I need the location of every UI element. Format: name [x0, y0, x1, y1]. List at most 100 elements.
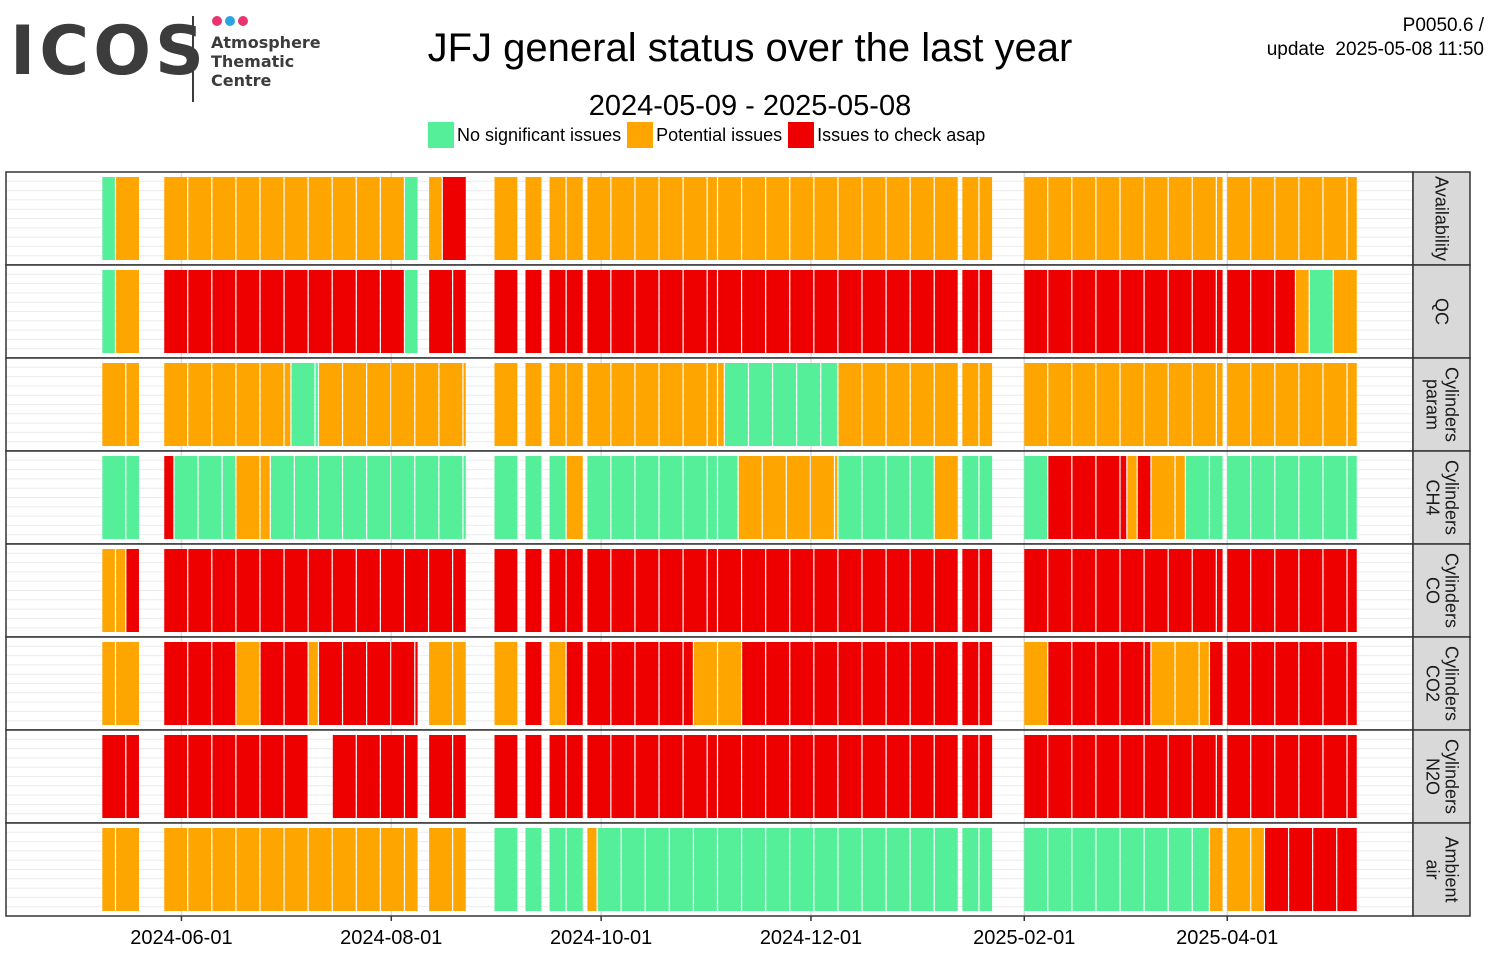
status-cell [862, 270, 886, 353]
status-cell [1072, 456, 1096, 539]
status-cell [102, 828, 115, 911]
status-cell [1192, 177, 1216, 260]
facet-strip-label: Ambientair [1423, 836, 1462, 902]
status-cell [1144, 735, 1168, 818]
status-cell [979, 177, 993, 260]
status-cell [1024, 642, 1048, 725]
status-cell [566, 177, 583, 260]
status-cell [380, 828, 404, 911]
status-cell [597, 828, 621, 911]
status-cell [766, 549, 790, 632]
logo-subtitle: Atmosphere Thematic Centre [211, 33, 321, 90]
status-cell [934, 363, 958, 446]
status-cell [979, 735, 993, 818]
status-cell [707, 177, 717, 260]
status-cell [380, 177, 404, 260]
status-cell [587, 828, 597, 911]
status-cell [1192, 363, 1216, 446]
status-cell [611, 270, 635, 353]
status-cell [405, 270, 418, 353]
status-cell [116, 549, 126, 632]
status-cell [962, 456, 979, 539]
status-cell [790, 735, 814, 818]
status-cell [429, 735, 453, 818]
status-cell [838, 735, 862, 818]
status-cell [463, 456, 466, 539]
status-cell [1048, 177, 1072, 260]
status-cell [1144, 828, 1168, 911]
facet-strip-label: QC [1432, 298, 1452, 325]
status-cell [1299, 456, 1323, 539]
facet-strip-label: CylindersN2O [1423, 739, 1462, 814]
status-cell [1299, 735, 1323, 818]
status-cell [494, 363, 518, 446]
status-cell [566, 549, 583, 632]
status-cell [683, 642, 693, 725]
status-cell [1144, 549, 1168, 632]
status-cell [910, 177, 934, 260]
status-cell [1168, 549, 1192, 632]
status-cell [683, 549, 707, 632]
status-cell [1024, 177, 1048, 260]
status-cell [308, 828, 332, 911]
status-cell [453, 549, 466, 632]
status-cell [862, 177, 886, 260]
status-cell [367, 642, 391, 725]
status-cell [621, 828, 645, 911]
facet-strip [1412, 822, 1471, 917]
status-cell [1024, 828, 1048, 911]
status-cell [1299, 363, 1323, 446]
status-cell [1120, 363, 1144, 446]
status-cell [236, 363, 260, 446]
status-cell [1299, 549, 1323, 632]
status-cell [611, 549, 635, 632]
status-cell [1275, 270, 1295, 353]
status-cell [1168, 828, 1192, 911]
facet-strip [1412, 264, 1471, 359]
status-cell [718, 177, 741, 260]
status-cell [1289, 828, 1313, 911]
status-cell [635, 177, 659, 260]
status-cell [1048, 456, 1072, 539]
status-cell [934, 270, 958, 353]
status-cell [319, 456, 342, 539]
status-cell [1096, 456, 1120, 539]
status-cell [212, 642, 236, 725]
status-cell [1048, 549, 1072, 632]
status-cell [188, 363, 212, 446]
status-cell [1024, 549, 1048, 632]
status-cell [742, 828, 766, 911]
status-cell [1024, 270, 1048, 353]
status-cell [405, 828, 418, 911]
status-cell [962, 177, 979, 260]
x-tick-label: 2024-06-01 [130, 927, 232, 949]
status-cell [635, 456, 659, 539]
status-cell [749, 363, 772, 446]
status-cell [1168, 735, 1192, 818]
status-cell [308, 177, 332, 260]
status-cell [1024, 363, 1048, 446]
status-cell [742, 270, 766, 353]
status-cell [1048, 642, 1072, 725]
status-cell [525, 549, 542, 632]
status-cell [886, 456, 910, 539]
status-cell [405, 735, 418, 818]
status-cell [934, 177, 958, 260]
facet-strip-label-line: param [1423, 379, 1443, 430]
status-cell [1337, 828, 1357, 911]
logo-dot [238, 16, 248, 26]
status-cell [332, 549, 356, 632]
status-cell [429, 828, 453, 911]
status-cell [1227, 828, 1251, 911]
status-cell [683, 363, 707, 446]
status-cell [910, 735, 934, 818]
status-cell [405, 549, 428, 632]
status-cell [1216, 177, 1223, 260]
status-cell [391, 642, 415, 725]
status-cell [212, 177, 236, 260]
status-cell [525, 270, 542, 353]
status-cell [236, 828, 260, 911]
status-cell [838, 177, 862, 260]
status-cell [1227, 363, 1251, 446]
status-cell [1192, 270, 1216, 353]
